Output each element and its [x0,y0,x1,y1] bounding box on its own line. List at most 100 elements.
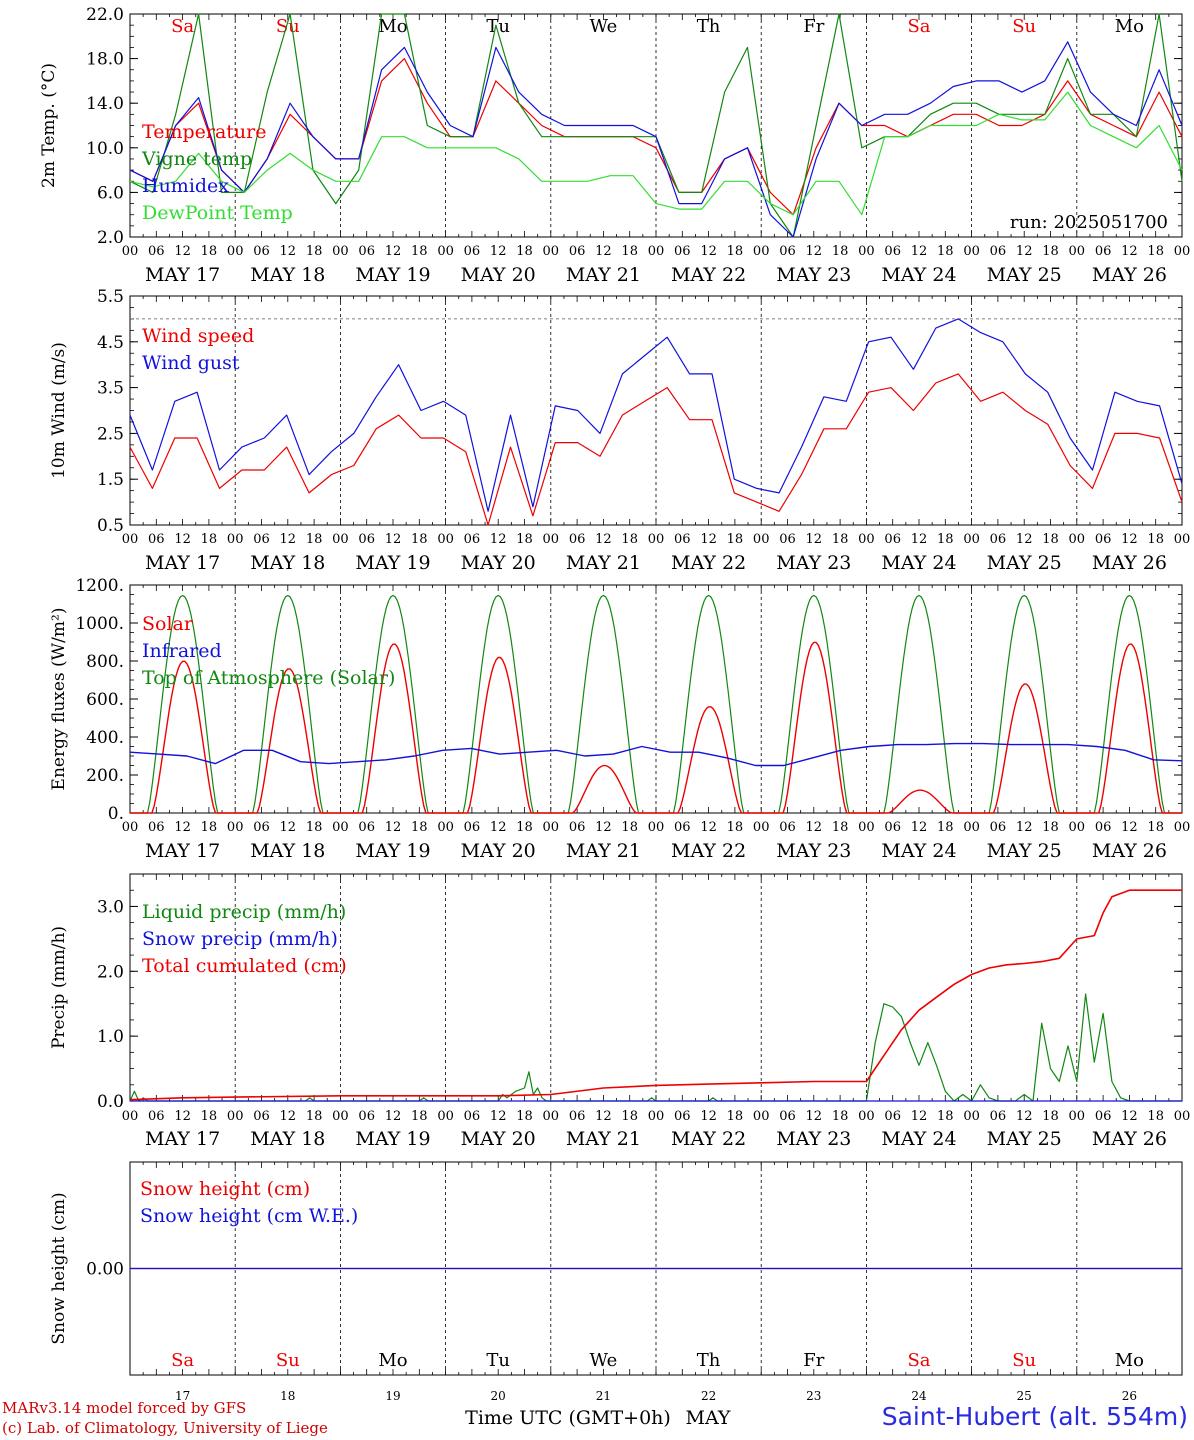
hour-tick-label: 06 [148,1109,165,1124]
weekday-label: Tu [486,16,510,37]
date-label: MAY 25 [987,1128,1062,1150]
hour-tick-label: 12 [1121,1109,1138,1124]
date-label: MAY 26 [1092,840,1167,862]
hour-tick-label: 06 [569,532,586,547]
weekday-label: Tu [486,1350,510,1371]
date-label: MAY 23 [776,552,851,574]
weekday-label: Sa [171,1350,194,1371]
hour-tick-label: 00 [648,532,665,547]
hour-tick-label: 18 [411,532,428,547]
legend-entry: Snow precip (mm/h) [142,928,338,950]
hour-tick-label: 00 [332,1109,349,1124]
y-tick-label: 2.0 [97,962,124,982]
y-tick-label: 0.00 [86,1260,124,1280]
date-label: MAY 17 [145,840,220,862]
panel-energy: 0. 200. 400. 600. 800. 1000. 1200. Energy fluxe… [49,576,1190,862]
weekday-label: Th [697,16,721,37]
day-number: 24 [911,1389,927,1403]
date-label: MAY 21 [566,1128,641,1150]
date-label: MAY 19 [355,552,430,574]
hour-tick-label: 18 [306,1109,323,1124]
hour-tick-label: 06 [358,1109,375,1124]
y-axis-label: Energy fluxes (W/m²) [49,608,69,791]
date-label: MAY 18 [250,264,325,286]
hour-tick-label: 18 [832,244,849,259]
hour-tick-label: 06 [990,820,1007,835]
legend-entry: Snow height (cm W.E.) [140,1205,358,1227]
hour-tick-label: 18 [937,820,954,835]
hour-tick-label: 18 [937,1109,954,1124]
hour-tick-label: 00 [753,532,770,547]
hour-tick-label: 18 [937,532,954,547]
hour-tick-label: 00 [648,820,665,835]
y-tick-label: 0. [108,804,124,824]
legend-entry: Temperature [142,121,266,143]
hour-tick-label: 06 [464,532,481,547]
hour-tick-label: 00 [753,820,770,835]
legend-entry: Solar [142,613,194,635]
series-line [129,373,1183,526]
date-label: MAY 26 [1092,264,1167,286]
date-label: MAY 21 [566,264,641,286]
hour-tick-label: 06 [253,244,270,259]
hour-tick-label: 00 [858,1109,875,1124]
y-tick-label: 600. [86,690,124,710]
hour-tick-label: 00 [437,244,454,259]
hour-tick-label: 00 [858,820,875,835]
hour-tick-label: 00 [1069,532,1086,547]
date-label: MAY 22 [671,552,746,574]
day-number: 17 [175,1389,190,1403]
day-number: 26 [1122,1389,1137,1403]
weekday-label: We [590,16,618,37]
hour-tick-label: 06 [779,532,796,547]
hour-tick-label: 00 [227,532,244,547]
hour-tick-label: 12 [911,1109,928,1124]
hour-tick-label: 18 [1042,820,1059,835]
hour-tick-label: 00 [437,820,454,835]
hour-tick-label: 12 [280,244,297,259]
series-line [129,41,1183,238]
panel-wind: 0.5 1.5 2.5 3.5 4.5 5.5 10m Wind (m/s) 00 06 12 18… [49,287,1190,574]
hour-tick-label: 18 [1042,532,1059,547]
hour-tick-label: 18 [937,244,954,259]
date-label: MAY 22 [671,1128,746,1150]
legend-entry: Top of Atmosphere (Solar) [142,667,395,689]
weekday-label: Fr [803,1350,824,1371]
hour-tick-label: 06 [148,244,165,259]
hour-tick-label: 18 [306,244,323,259]
hour-tick-label: 00 [1174,532,1191,547]
hour-tick-label: 06 [884,1109,901,1124]
hour-tick-label: 12 [1016,532,1033,547]
date-label: MAY 23 [776,264,851,286]
panel-snow: 0.00 Snow height (cm) Snow height (cm) Snow… [49,1161,1183,1429]
y-axis-label: 10m Wind (m/s) [49,342,69,479]
hour-tick-label: 06 [358,532,375,547]
y-tick-label: 22.0 [86,5,124,25]
hour-tick-label: 06 [779,1109,796,1124]
hour-tick-label: 00 [648,1109,665,1124]
date-label: MAY 18 [250,552,325,574]
hour-tick-label: 00 [122,1109,139,1124]
hour-tick-label: 00 [227,244,244,259]
hour-tick-label: 00 [1069,820,1086,835]
date-label: MAY 18 [250,840,325,862]
weekday-label: Sa [171,16,194,37]
y-axis-label: 2m Temp. (°C) [39,63,59,188]
weekday-label: Sa [907,16,930,37]
hour-tick-label: 12 [595,244,612,259]
date-label: MAY 26 [1092,1128,1167,1150]
hour-tick-label: 18 [201,820,218,835]
series-line [129,889,1182,1101]
date-label: MAY 22 [671,264,746,286]
date-label: MAY 19 [355,264,430,286]
y-tick-label: 18.0 [86,50,124,70]
hour-tick-label: 06 [253,1109,270,1124]
legend-entry: Vigne temp [141,148,252,170]
hour-tick-label: 06 [569,820,586,835]
hour-tick-label: 18 [832,532,849,547]
y-axis-label: Snow height (cm) [49,1192,69,1344]
hour-tick-label: 12 [174,820,191,835]
hour-tick-label: 00 [332,244,349,259]
hour-tick-label: 12 [700,1109,717,1124]
hour-tick-label: 06 [358,820,375,835]
